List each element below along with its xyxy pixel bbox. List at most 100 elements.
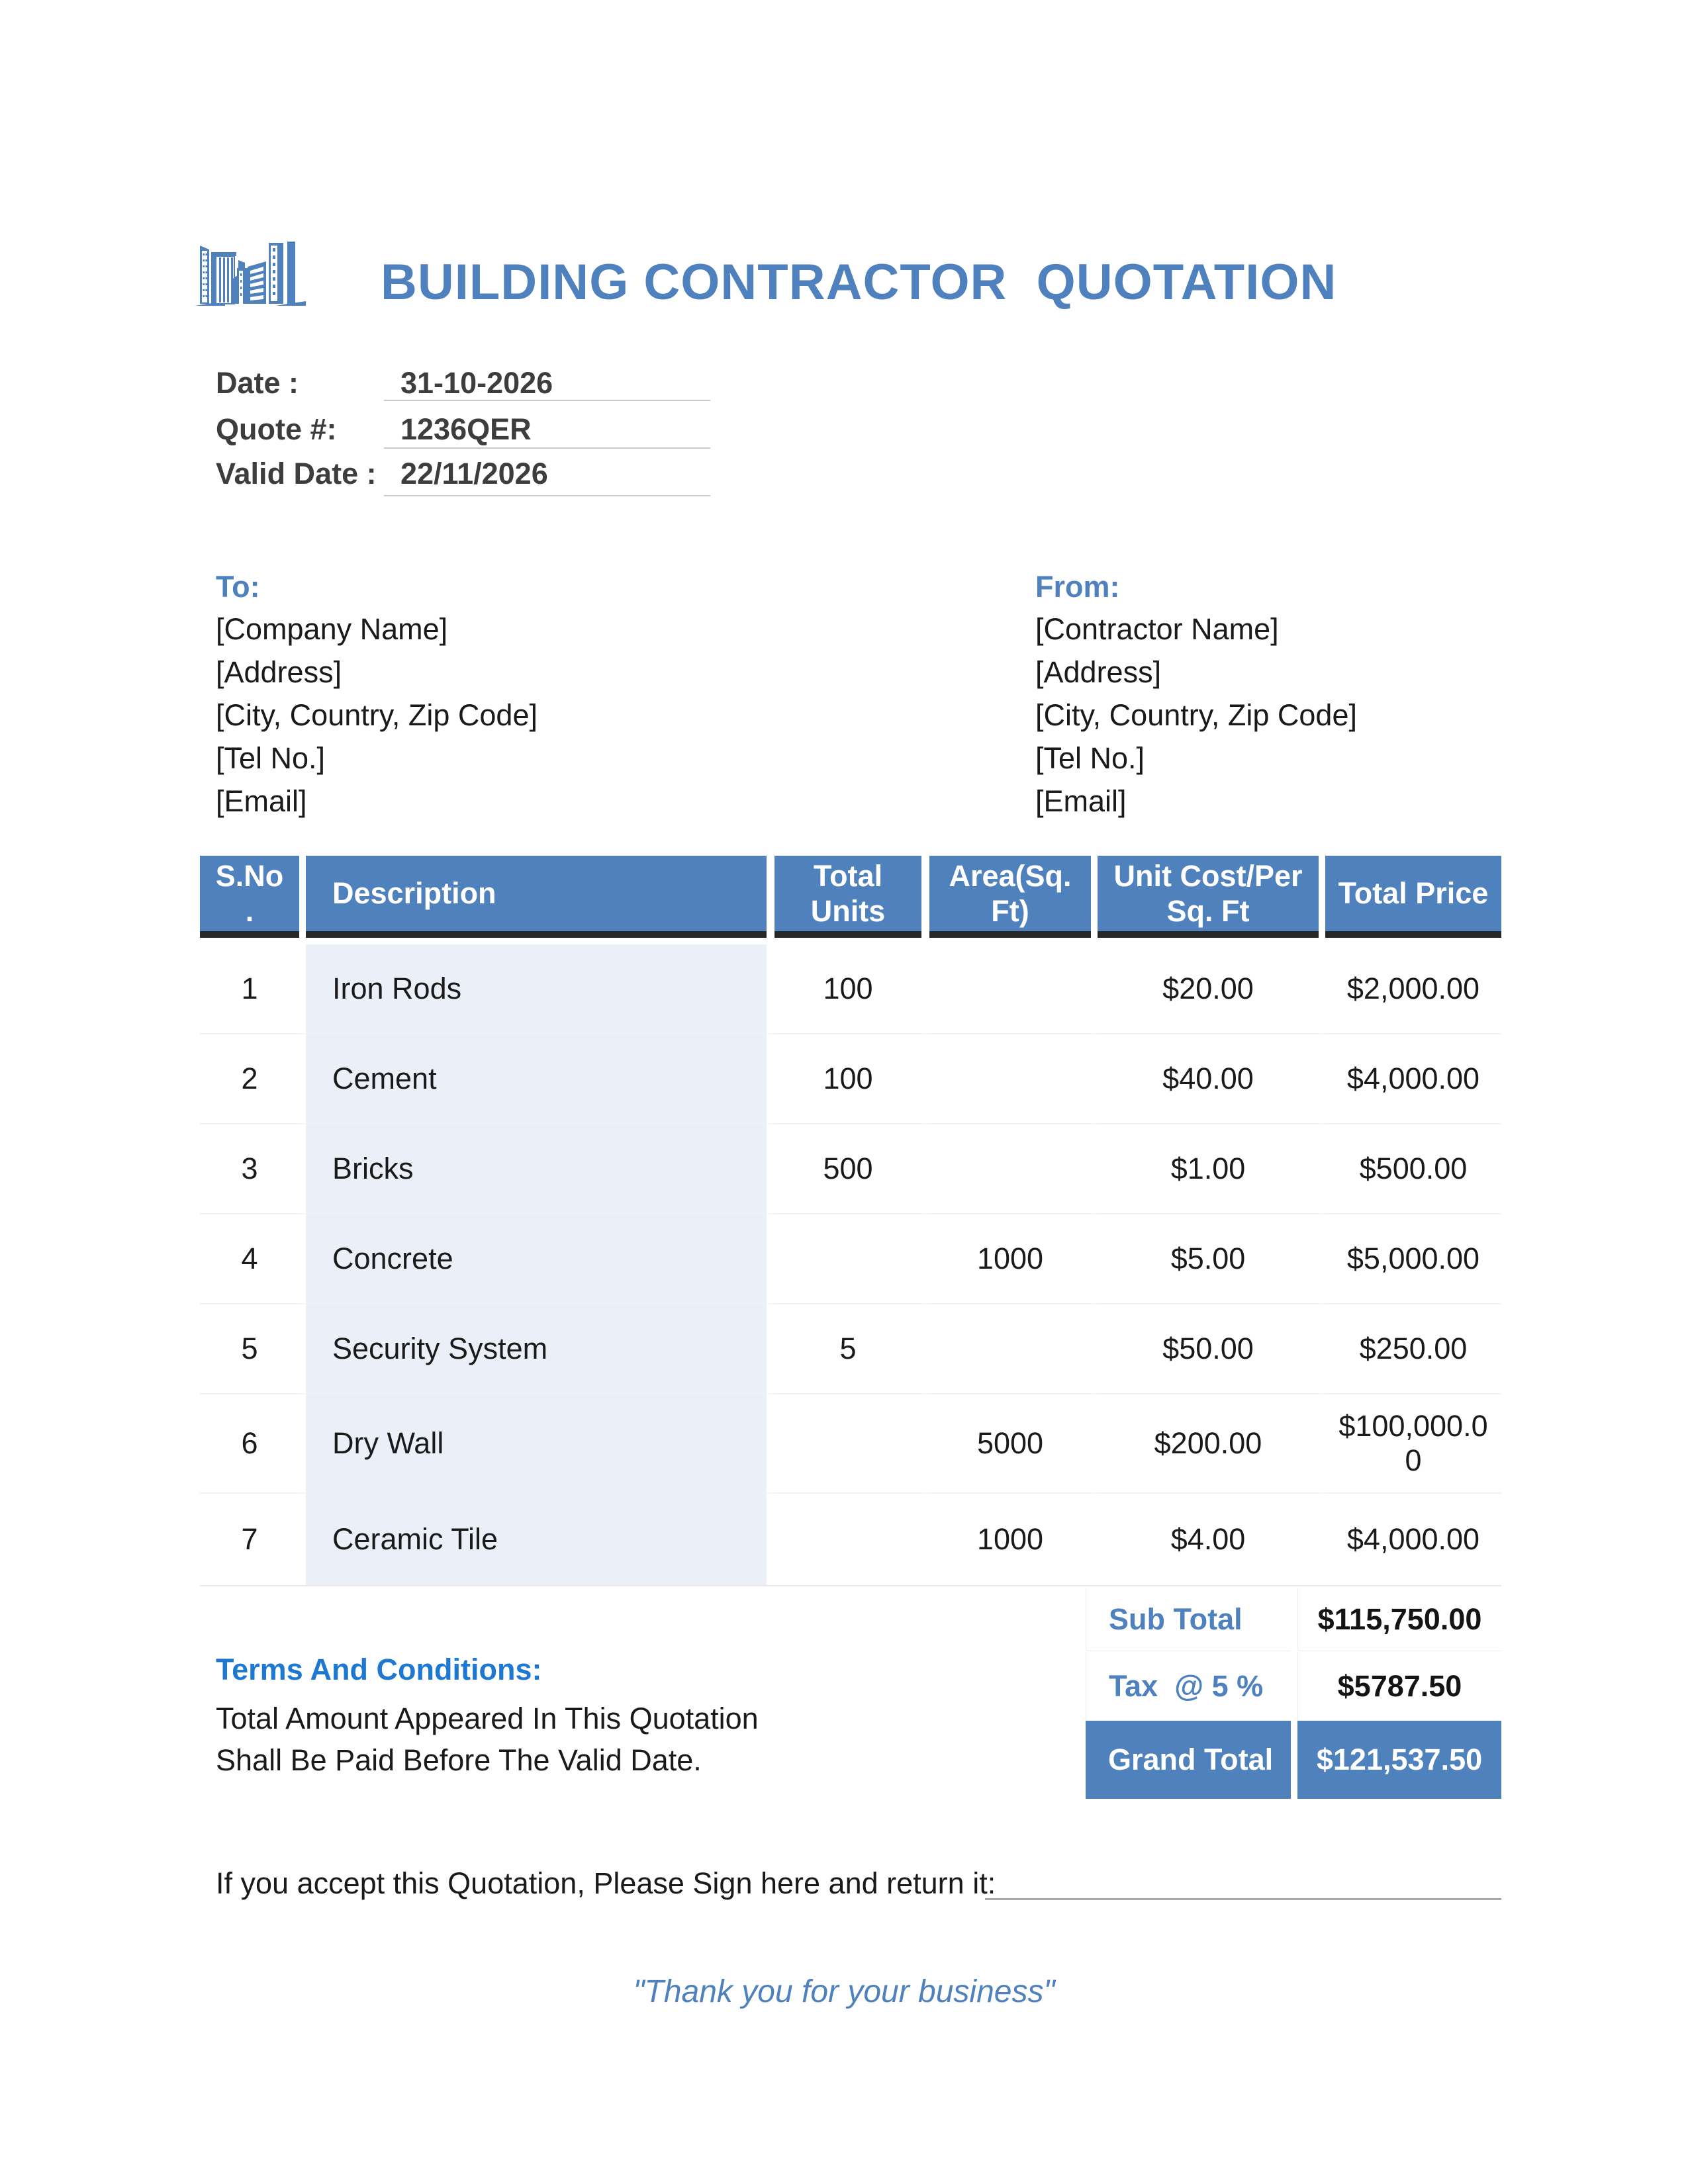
cell-unit-cost: $200.00 — [1098, 1394, 1319, 1494]
sub-total-label: Sub Total — [1086, 1588, 1291, 1651]
column-gap — [767, 856, 774, 938]
date-field[interactable]: 31-10-2026 — [400, 366, 553, 400]
cell-units: 5 — [774, 1304, 921, 1394]
cell-unit-cost: $1.00 — [1098, 1124, 1319, 1214]
items-table-body: 1 Iron Rods 100 $20.00 $2,000.00 2 Cemen… — [200, 944, 1501, 1586]
cell-total-price: $100,000.00 — [1325, 1394, 1501, 1494]
column-gap — [767, 1214, 774, 1304]
cell-description: Dry Wall — [306, 1394, 767, 1494]
quote-number-field[interactable]: 1236QER — [400, 412, 532, 446]
terms-title: Terms And Conditions: — [216, 1653, 542, 1686]
cell-area — [929, 1124, 1091, 1214]
terms-line: Shall Be Paid Before The Valid Date. — [216, 1743, 702, 1777]
cell-description: Security System — [306, 1304, 767, 1394]
page-title: BUILDING CONTRACTOR QUOTATION — [381, 254, 1337, 310]
city-buildings-icon — [195, 242, 306, 320]
column-gap — [767, 1034, 774, 1124]
from-email: [Email] — [1035, 784, 1127, 818]
column-gap — [1319, 1124, 1325, 1214]
cell-units: 100 — [774, 944, 921, 1034]
column-gap — [299, 1124, 306, 1214]
column-gap — [767, 1124, 774, 1214]
column-gap — [299, 1034, 306, 1124]
column-gap — [1319, 1034, 1325, 1124]
cell-area: 1000 — [929, 1214, 1091, 1304]
cell-total-price: $5,000.00 — [1325, 1214, 1501, 1304]
cell-area: 1000 — [929, 1494, 1091, 1586]
table-row: 3 Bricks 500 $1.00 $500.00 — [200, 1124, 1501, 1214]
header-area: Area(Sq. Ft) — [929, 856, 1091, 938]
column-gap — [921, 944, 929, 1034]
header-unit-cost: Unit Cost/Per Sq. Ft — [1098, 856, 1319, 938]
header-total-units: Total Units — [774, 856, 921, 938]
column-gap — [299, 856, 306, 938]
header-description: Description — [306, 856, 767, 938]
cell-unit-cost: $20.00 — [1098, 944, 1319, 1034]
sub-total-value: $115,750.00 — [1297, 1588, 1501, 1651]
column-gap — [921, 1214, 929, 1304]
from-contractor-name: [Contractor Name] — [1035, 612, 1279, 646]
column-gap — [299, 944, 306, 1034]
column-gap — [1319, 1494, 1325, 1586]
signature-prompt: If you accept this Quotation, Please Sig… — [216, 1866, 996, 1900]
valid-date-label: Valid Date : — [216, 457, 377, 490]
thank-you-message: "Thank you for your business" — [633, 1974, 1055, 2009]
items-table-header: S.No . Description Total Units Area(Sq. … — [200, 856, 1501, 938]
cell-description: Cement — [306, 1034, 767, 1124]
to-address: [Address] — [216, 655, 342, 689]
column-gap — [1091, 1034, 1098, 1124]
column-gap — [1319, 944, 1325, 1034]
from-city-country-zip: [City, Country, Zip Code] — [1035, 698, 1357, 732]
column-gap — [1091, 1124, 1098, 1214]
to-tel: [Tel No.] — [216, 741, 326, 775]
cell-description: Iron Rods — [306, 944, 767, 1034]
cell-sno: 7 — [200, 1494, 299, 1586]
table-row: 5 Security System 5 $50.00 $250.00 — [200, 1304, 1501, 1394]
column-gap — [921, 1124, 929, 1214]
cell-unit-cost: $40.00 — [1098, 1034, 1319, 1124]
cell-unit-cost: $4.00 — [1098, 1494, 1319, 1586]
column-gap — [921, 1494, 929, 1586]
column-gap — [1319, 1394, 1325, 1494]
valid-date-underline — [384, 495, 710, 496]
cell-description: Bricks — [306, 1124, 767, 1214]
cell-units — [774, 1394, 921, 1494]
column-gap — [1091, 856, 1098, 938]
grand-total-label: Grand Total — [1086, 1721, 1291, 1799]
cell-area — [929, 1304, 1091, 1394]
cell-description: Concrete — [306, 1214, 767, 1304]
column-gap — [921, 1304, 929, 1394]
cell-total-price: $250.00 — [1325, 1304, 1501, 1394]
company-logo — [195, 234, 306, 317]
column-gap — [299, 1494, 306, 1586]
cell-units: 100 — [774, 1034, 921, 1124]
signature-line[interactable] — [985, 1898, 1501, 1900]
cell-sno: 1 — [200, 944, 299, 1034]
cell-sno: 5 — [200, 1304, 299, 1394]
column-gap — [921, 856, 929, 938]
column-gap — [1091, 1394, 1098, 1494]
cell-total-price: $500.00 — [1325, 1124, 1501, 1214]
cell-area — [929, 1034, 1091, 1124]
cell-area — [929, 944, 1091, 1034]
column-gap — [1319, 1214, 1325, 1304]
to-city-country-zip: [City, Country, Zip Code] — [216, 698, 538, 732]
column-gap — [1091, 944, 1098, 1034]
tax-label: Tax @ 5 % — [1086, 1652, 1291, 1721]
from-tel: [Tel No.] — [1035, 741, 1145, 775]
terms-line: Total Amount Appeared In This Quotation — [216, 1702, 759, 1735]
cell-description: Ceramic Tile — [306, 1494, 767, 1586]
cell-total-price: $4,000.00 — [1325, 1494, 1501, 1586]
column-gap — [921, 1034, 929, 1124]
table-row: 7 Ceramic Tile 1000 $4.00 $4,000.00 — [200, 1494, 1501, 1586]
column-gap — [299, 1214, 306, 1304]
table-row: 6 Dry Wall 5000 $200.00 $100,000.00 — [200, 1394, 1501, 1494]
grand-total-value: $121,537.50 — [1297, 1721, 1501, 1799]
quote-number-label: Quote #: — [216, 412, 337, 446]
valid-date-field[interactable]: 22/11/2026 — [400, 457, 548, 490]
to-label: To: — [216, 570, 260, 604]
header-sno: S.No . — [200, 856, 299, 938]
column-gap — [299, 1304, 306, 1394]
quote-number-underline — [384, 447, 710, 449]
